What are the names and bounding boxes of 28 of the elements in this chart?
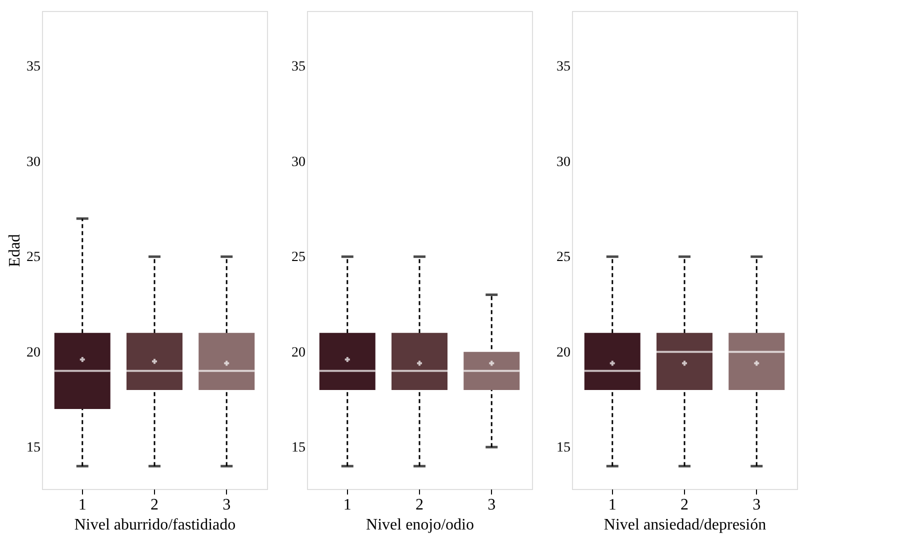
y-tick-label: 20 [292,345,306,360]
x-tick-label: 1 [78,496,86,514]
x-tick-label: 1 [343,496,352,514]
x-tick-label: 2 [150,496,158,514]
y-axis-title: Edad [6,234,24,267]
y-tick-label: 25 [556,250,570,266]
y-tick-label: 30 [556,154,570,170]
y-tick-label: 35 [26,60,40,75]
x-axis-title: Nivel ansiedad/depresión [604,516,766,534]
x-tick-label: 1 [608,496,616,514]
y-tick-label: 35 [556,60,570,75]
x-axis-title: Nivel enojo/odio [366,516,474,534]
x-tick-label: 3 [222,496,231,514]
y-tick-label: 30 [26,154,40,170]
y-tick-label: 35 [292,60,306,75]
x-tick-label: 3 [752,496,761,514]
y-tick-label: 20 [556,345,570,360]
y-tick-label: 15 [292,440,306,456]
y-tick-label: 30 [292,154,306,170]
x-axis-title: Nivel aburrido/fastidiado [74,516,236,534]
x-tick-label: 2 [680,496,688,514]
y-tick-label: 20 [26,345,40,360]
x-tick-label: 3 [488,496,496,514]
y-tick-label: 25 [292,250,306,266]
y-tick-label: 15 [26,440,40,456]
y-tick-label: 15 [556,440,570,456]
y-tick-label: 25 [26,250,40,266]
x-tick-label: 2 [416,496,424,514]
